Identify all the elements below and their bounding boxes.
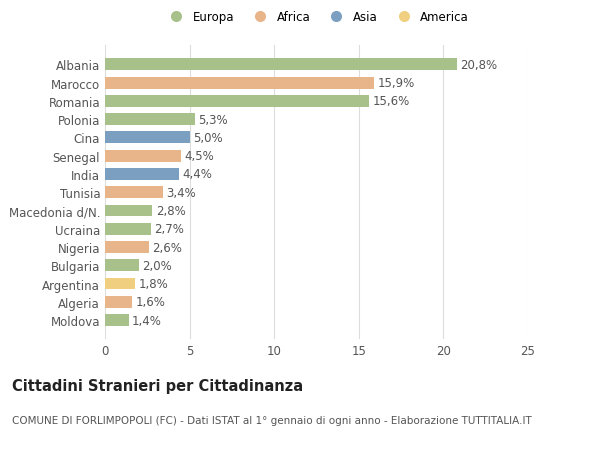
Bar: [105, 132, 190, 144]
Bar: [105, 278, 136, 290]
Bar: [105, 114, 194, 126]
Bar: [105, 187, 163, 199]
Text: 5,3%: 5,3%: [198, 113, 227, 126]
Bar: [105, 96, 369, 107]
Text: 4,5%: 4,5%: [185, 150, 214, 163]
Text: 1,8%: 1,8%: [139, 277, 169, 291]
Bar: [105, 296, 132, 308]
Text: 2,8%: 2,8%: [156, 205, 185, 218]
Bar: [105, 205, 152, 217]
Bar: [105, 314, 128, 326]
Text: 20,8%: 20,8%: [460, 59, 497, 72]
Text: Cittadini Stranieri per Cittadinanza: Cittadini Stranieri per Cittadinanza: [12, 379, 303, 394]
Text: 4,4%: 4,4%: [183, 168, 213, 181]
Text: 2,0%: 2,0%: [142, 259, 172, 272]
Bar: [105, 59, 457, 71]
Bar: [105, 78, 374, 90]
Text: 1,6%: 1,6%: [136, 296, 166, 308]
Bar: [105, 260, 139, 272]
Text: 5,0%: 5,0%: [193, 132, 223, 145]
Text: COMUNE DI FORLIMPOPOLI (FC) - Dati ISTAT al 1° gennaio di ogni anno - Elaborazio: COMUNE DI FORLIMPOPOLI (FC) - Dati ISTAT…: [12, 415, 532, 425]
Text: 2,6%: 2,6%: [152, 241, 182, 254]
Bar: [105, 168, 179, 180]
Bar: [105, 151, 181, 162]
Bar: [105, 241, 149, 253]
Text: 15,9%: 15,9%: [377, 77, 415, 90]
Text: 15,6%: 15,6%: [373, 95, 410, 108]
Bar: [105, 224, 151, 235]
Text: 2,7%: 2,7%: [154, 223, 184, 236]
Text: 3,4%: 3,4%: [166, 186, 196, 199]
Text: 1,4%: 1,4%: [132, 314, 162, 327]
Legend: Europa, Africa, Asia, America: Europa, Africa, Asia, America: [164, 11, 469, 23]
